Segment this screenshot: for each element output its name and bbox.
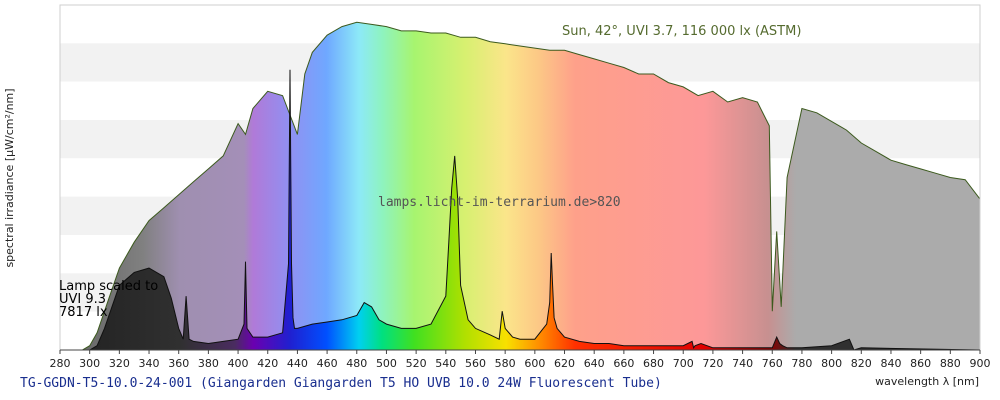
x-tick-label: 420 xyxy=(257,357,278,370)
x-tick-label: 660 xyxy=(613,357,634,370)
x-tick-label: 820 xyxy=(851,357,872,370)
x-tick-label: 320 xyxy=(109,357,130,370)
sun-series-label: Sun, 42°, UVI 3.7, 116 000 lx (ASTM) xyxy=(562,24,801,39)
x-tick-label: 740 xyxy=(732,357,753,370)
grid-band xyxy=(60,5,980,44)
lamp-label-line2: UVI 9.3 xyxy=(59,292,106,307)
x-tick-label: 880 xyxy=(940,357,961,370)
x-tick-label: 440 xyxy=(287,357,308,370)
watermark: lamps.licht-im-terrarium.de>820 xyxy=(378,195,621,210)
x-tick-label: 300 xyxy=(79,357,100,370)
lamp-caption: TG-GGDN-T5-10.0-24-001 (Giangarden Giang… xyxy=(20,376,662,391)
x-tick-label: 400 xyxy=(228,357,249,370)
x-tick-label: 800 xyxy=(821,357,842,370)
x-tick-label: 580 xyxy=(495,357,516,370)
x-tick-label: 520 xyxy=(406,357,427,370)
lamp-spectrum-area xyxy=(60,69,980,350)
sun-spectrum-line xyxy=(60,21,980,350)
y-axis-label: spectral irradiance [µW/cm²/nm] xyxy=(3,88,16,267)
x-tick-label: 500 xyxy=(376,357,397,370)
x-tick-label: 560 xyxy=(465,357,486,370)
x-axis-ticks: 280 300 320 340 360 380 400 420 440 460 480 500 520 5… xyxy=(50,350,991,370)
x-tick-label: 600 xyxy=(524,357,545,370)
x-tick-label: 380 xyxy=(198,357,219,370)
x-tick-label: 480 xyxy=(346,357,367,370)
x-tick-label: 700 xyxy=(673,357,694,370)
x-tick-label: 780 xyxy=(791,357,812,370)
lamp-spectrum-line xyxy=(60,69,980,350)
x-tick-label: 280 xyxy=(50,357,71,370)
x-tick-label: 340 xyxy=(139,357,160,370)
x-tick-label: 680 xyxy=(643,357,664,370)
lamp-label-line1: Lamp scaled to xyxy=(59,279,158,294)
x-tick-label: 460 xyxy=(317,357,338,370)
x-tick-label: 760 xyxy=(762,357,783,370)
x-tick-label: 860 xyxy=(910,357,931,370)
x-tick-label: 540 xyxy=(435,357,456,370)
x-tick-label: 900 xyxy=(970,357,991,370)
x-axis-label: wavelength λ [nm] xyxy=(875,375,979,388)
lamp-label-line3: 7817 lx xyxy=(59,305,108,320)
x-tick-label: 360 xyxy=(168,357,189,370)
x-tick-label: 720 xyxy=(702,357,723,370)
x-tick-label: 640 xyxy=(584,357,605,370)
x-tick-label: 840 xyxy=(880,357,901,370)
series-lamp xyxy=(60,69,980,350)
x-tick-label: 620 xyxy=(554,357,575,370)
